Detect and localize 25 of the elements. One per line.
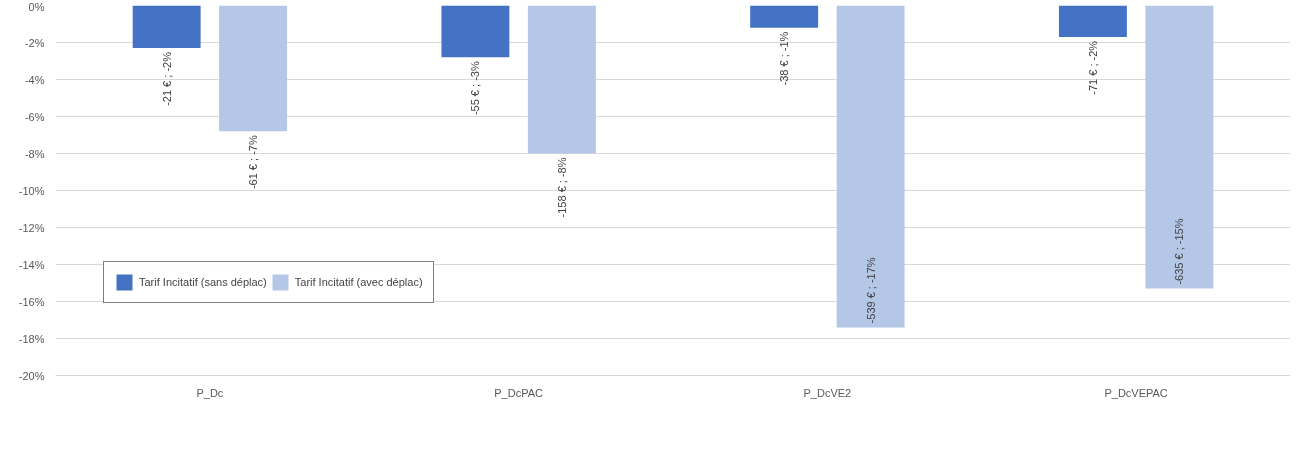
- y-tick-label: -16%: [18, 295, 45, 308]
- data-label: -55 € ; -3%: [469, 61, 482, 116]
- x-tick-label: P_DcVEPAC: [1104, 386, 1168, 399]
- data-label: -539 € ; -17%: [864, 257, 877, 324]
- y-tick-label: -2%: [24, 36, 45, 49]
- y-tick-label: -6%: [24, 110, 45, 123]
- y-tick-label: -8%: [24, 147, 45, 160]
- data-label: -635 € ; -15%: [1173, 218, 1186, 285]
- data-label: -38 € ; -1%: [778, 31, 791, 86]
- y-tick-label: -14%: [18, 258, 45, 271]
- y-tick-label: -20%: [18, 369, 45, 382]
- legend-label: Tarif Incitatif (avec déplac): [294, 276, 423, 288]
- y-tick-label: -18%: [18, 332, 45, 345]
- data-label: -61 € ; -7%: [247, 135, 260, 190]
- y-tick-label: -12%: [18, 221, 45, 234]
- x-tick-label: P_DcVE2: [803, 386, 852, 399]
- data-label: -158 € ; -8%: [555, 157, 568, 218]
- y-tick-label: -10%: [18, 184, 45, 197]
- data-label: -71 € ; -2%: [1086, 40, 1099, 95]
- y-tick-label: 0%: [28, 0, 45, 13]
- y-tick-label: -4%: [24, 73, 45, 86]
- data-label: -21 € ; -2%: [160, 51, 173, 106]
- x-tick-label: P_Dc: [196, 386, 224, 399]
- legend-label: Tarif Incitatif (sans déplac): [139, 276, 267, 288]
- x-tick-label: P_DcPAC: [494, 386, 544, 399]
